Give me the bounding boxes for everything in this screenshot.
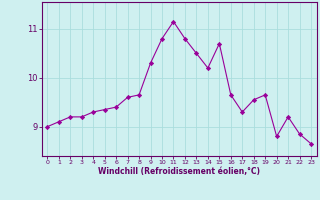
X-axis label: Windchill (Refroidissement éolien,°C): Windchill (Refroidissement éolien,°C) — [98, 167, 260, 176]
